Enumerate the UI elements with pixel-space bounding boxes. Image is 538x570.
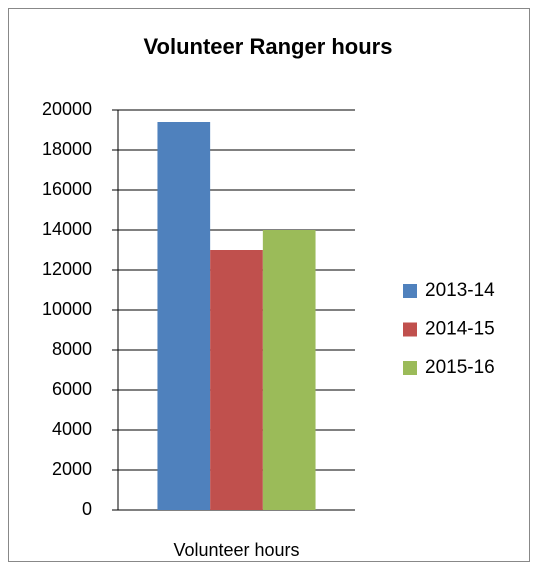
y-tick-label: 0 [82, 499, 92, 519]
y-tick-label: 6000 [52, 379, 92, 399]
y-tick-label: 18000 [42, 139, 92, 159]
y-tick-label: 20000 [42, 99, 92, 119]
y-tick-label: 4000 [52, 419, 92, 439]
bar [210, 250, 263, 510]
y-tick-label: 14000 [42, 219, 92, 239]
y-tick-label: 8000 [52, 339, 92, 359]
legend-label: 2015-16 [425, 357, 495, 378]
legend-swatch [403, 284, 417, 298]
bar [262, 230, 316, 510]
y-tick-label: 10000 [42, 299, 92, 319]
legend-label: 2014-15 [425, 319, 495, 340]
x-tick-label: Volunteer hours [173, 540, 299, 560]
legend-swatch [403, 322, 417, 337]
y-tick-label: 12000 [42, 259, 92, 279]
legend-label: 2013-14 [425, 280, 495, 301]
y-tick-label: 2000 [52, 459, 92, 479]
y-tick-label: 16000 [42, 179, 92, 199]
legend-swatch [403, 361, 417, 375]
bar [157, 122, 211, 510]
chart-title: Volunteer Ranger hours [144, 34, 393, 59]
